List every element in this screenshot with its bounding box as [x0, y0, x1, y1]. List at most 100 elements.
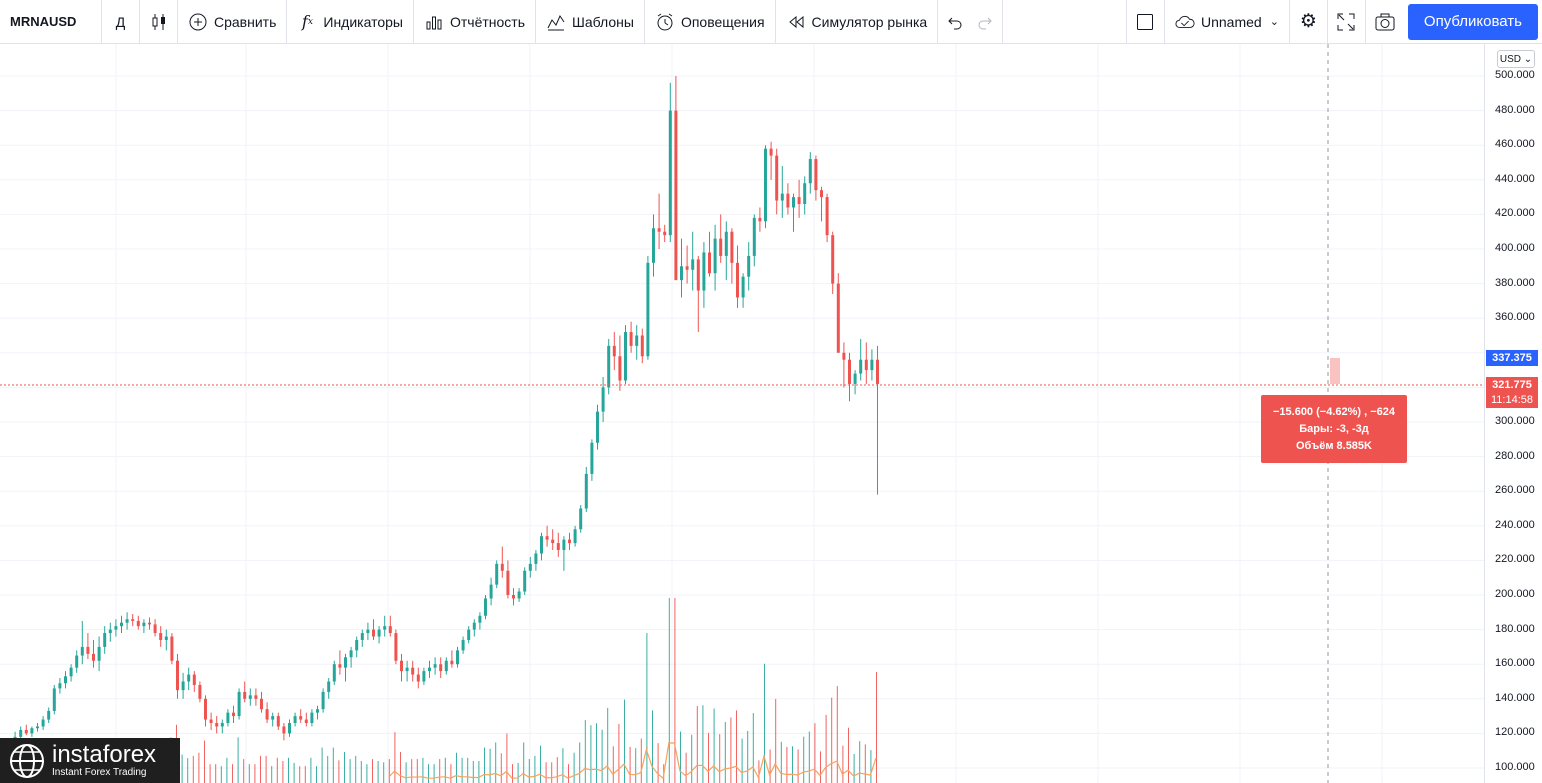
redo-button[interactable]	[970, 0, 1004, 44]
candle-body	[624, 332, 627, 381]
candle-body	[601, 387, 605, 412]
volume-bar	[181, 754, 183, 783]
candle-body	[478, 615, 482, 623]
volume-bar	[708, 732, 709, 783]
candle-body	[719, 238, 723, 256]
currency-label: USD	[1499, 53, 1521, 65]
price-tick-label: 240.000	[1495, 518, 1535, 531]
volume-bar	[853, 753, 855, 783]
volume-bar	[444, 757, 446, 783]
candle-body	[125, 619, 129, 623]
volume-bar	[478, 761, 480, 783]
volume-bar	[870, 750, 872, 783]
volume-bar	[299, 766, 301, 783]
candle-body	[164, 636, 168, 640]
volume-bar	[842, 745, 844, 783]
volume-bar	[775, 698, 777, 783]
candle-body	[696, 259, 700, 291]
volume-bar	[232, 764, 233, 783]
volume-bar	[450, 764, 452, 783]
candle-body	[758, 217, 762, 222]
volume-bar	[400, 752, 401, 783]
alerts-button[interactable]: Оповещения	[645, 0, 776, 44]
interval-button[interactable]: Д	[102, 0, 140, 44]
compare-button[interactable]: Сравнить	[178, 0, 288, 44]
candle-body	[338, 664, 342, 668]
fullscreen-button[interactable]	[1328, 0, 1366, 44]
candle-body	[198, 684, 202, 699]
candle-body	[243, 691, 247, 699]
candle-body	[607, 345, 611, 388]
snapshot-button[interactable]	[1366, 0, 1404, 44]
candles-icon	[150, 12, 168, 32]
candle-body	[433, 664, 437, 668]
candle-body	[411, 667, 415, 675]
candle-body	[680, 266, 683, 281]
candle-body	[573, 529, 577, 544]
candle-body	[226, 712, 230, 724]
candle-body	[47, 710, 51, 720]
volume-bar	[372, 759, 373, 783]
volume-bar	[685, 752, 687, 783]
volume-bar	[500, 753, 502, 783]
volume-bar	[467, 757, 469, 783]
candle-body	[853, 373, 857, 384]
volume-bar	[316, 766, 317, 783]
candle-body	[232, 712, 235, 717]
publish-button[interactable]: Опубликовать	[1407, 3, 1538, 40]
candle-body	[640, 335, 644, 357]
price-scale[interactable]: 500.000 480.000 460.000 440.000 420.000 400.0…	[1484, 44, 1542, 783]
layout-name-button[interactable]: Unnamed ⌄	[1165, 0, 1290, 44]
templates-icon	[546, 12, 566, 32]
candle-body	[820, 190, 823, 198]
volume-bar	[848, 727, 849, 783]
chart-style-button[interactable]	[140, 0, 178, 44]
logo-brand: instaforex	[52, 741, 157, 768]
candle-body	[97, 646, 101, 661]
candle-body	[388, 626, 392, 634]
candle-body	[764, 148, 767, 222]
volume-bar	[646, 633, 648, 783]
replay-button[interactable]: Симулятор рынка	[776, 0, 939, 44]
candle-body	[540, 536, 543, 554]
candle-body	[831, 235, 835, 284]
candle-body	[797, 197, 801, 205]
volume-bar	[551, 762, 553, 783]
volume-bar	[198, 752, 200, 783]
price-tick-label: 500.000	[1495, 69, 1535, 81]
layout-select-button[interactable]	[1127, 0, 1165, 44]
candle-body	[321, 691, 325, 710]
candle-body	[730, 231, 734, 263]
volume-bar	[204, 740, 205, 783]
candle-body	[405, 667, 409, 672]
candle-body	[629, 332, 633, 346]
settings-button[interactable]: ⚙	[1290, 0, 1328, 44]
candle-body	[674, 110, 678, 281]
volume-bar	[747, 730, 749, 783]
currency-select[interactable]: USD ⌄	[1497, 50, 1535, 68]
candle-body	[708, 252, 711, 274]
volume-bar	[724, 721, 726, 783]
candle-body	[422, 671, 426, 682]
volume-bar	[702, 705, 704, 783]
candle-body	[41, 719, 45, 727]
volume-bar	[752, 713, 754, 783]
templates-button[interactable]: Шаблоны	[536, 0, 645, 44]
candle-body	[752, 217, 756, 256]
undo-button[interactable]	[938, 0, 970, 44]
volume-bar	[237, 737, 239, 783]
price-chart[interactable]	[0, 44, 1542, 783]
volume-bar	[484, 747, 485, 783]
candle-body	[114, 626, 118, 630]
plus-circle-icon	[188, 12, 208, 32]
volume-bar	[489, 748, 491, 783]
volume-bar	[209, 764, 211, 783]
reports-button[interactable]: Отчётность	[414, 0, 537, 44]
price-tick-label: 300.000	[1495, 415, 1535, 427]
volume-bar	[383, 762, 385, 783]
volume-bar	[864, 744, 866, 783]
volume-bar	[528, 759, 530, 783]
symbol-search-button[interactable]: MRNAUSD	[0, 0, 102, 44]
candle-body	[652, 228, 655, 263]
